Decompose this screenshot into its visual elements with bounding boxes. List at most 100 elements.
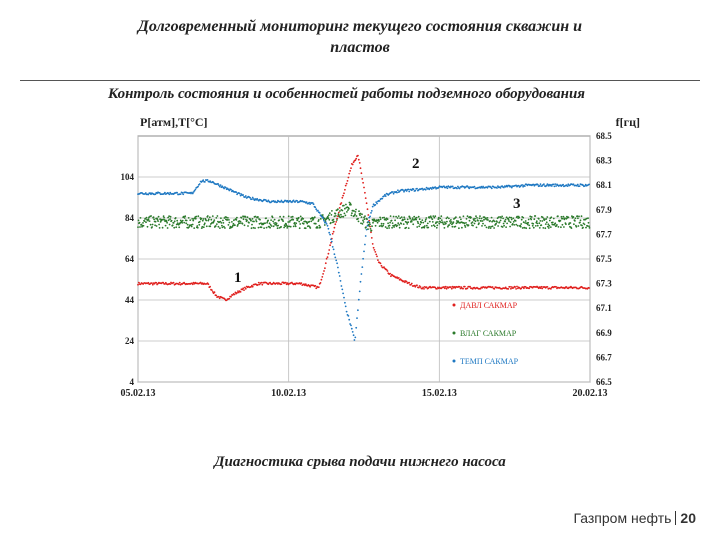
data-point: [506, 222, 508, 225]
data-point: [351, 163, 354, 166]
data-point: [370, 210, 373, 212]
data-point: [384, 193, 386, 196]
data-point: [268, 222, 271, 225]
data-point: [206, 179, 209, 181]
data-point: [244, 287, 247, 290]
y-left-tick-label: 44: [125, 295, 135, 305]
data-point: [348, 172, 351, 175]
monitoring-chart: P[атм],T[°C] f[гц] 4 24 44 64 84 104 66.5 66.7 66.…: [121, 115, 641, 399]
data-point: [466, 215, 469, 218]
data-point: [573, 223, 575, 226]
data-point: [468, 187, 471, 190]
data-point: [502, 222, 505, 225]
data-point: [370, 237, 373, 239]
data-point: [528, 224, 531, 227]
data-point: [364, 197, 367, 199]
data-point: [144, 192, 147, 194]
data-point: [545, 221, 548, 224]
data-point: [198, 183, 201, 185]
data-point: [151, 223, 154, 226]
data-point: [560, 215, 563, 218]
data-point: [436, 287, 438, 290]
data-point: [369, 223, 371, 226]
data-point: [306, 222, 309, 225]
data-point: [250, 219, 252, 222]
data-point: [540, 285, 543, 288]
data-point: [194, 217, 197, 220]
data-point: [213, 291, 216, 294]
data-point: [282, 220, 284, 222]
data-point: [339, 280, 342, 282]
data-point: [286, 225, 289, 228]
data-point: [443, 223, 445, 226]
data-point: [340, 202, 343, 204]
data-point: [507, 288, 510, 290]
data-point: [522, 185, 524, 188]
data-point: [517, 184, 520, 187]
data-point: [350, 214, 353, 217]
data-point: [530, 218, 533, 221]
data-point: [298, 220, 301, 223]
data-point: [438, 222, 441, 225]
data-point: [448, 217, 450, 220]
data-point: [267, 199, 270, 202]
data-point: [286, 199, 289, 202]
data-point: [265, 226, 268, 229]
data-point: [280, 283, 283, 285]
data-point: [486, 217, 489, 219]
data-point: [199, 281, 202, 284]
data-point: [317, 219, 320, 221]
data-point: [525, 227, 528, 230]
data-point: [364, 243, 366, 246]
data-point: [327, 252, 330, 255]
data-point: [200, 217, 203, 220]
data-point: [411, 217, 414, 219]
data-point: [330, 238, 332, 241]
data-point: [423, 226, 426, 229]
data-point: [455, 216, 457, 218]
data-point: [579, 219, 582, 222]
data-point: [365, 228, 368, 231]
data-point: [496, 187, 498, 189]
data-point: [446, 220, 448, 223]
data-point: [510, 186, 513, 189]
data-point: [367, 228, 369, 230]
data-point: [392, 192, 395, 195]
data-point: [554, 183, 557, 185]
data-point: [397, 215, 400, 217]
data-point: [374, 251, 377, 253]
data-point: [191, 223, 194, 226]
data-point: [509, 285, 511, 288]
data-point: [360, 216, 363, 218]
data-point: [300, 282, 303, 284]
data-point: [588, 225, 590, 228]
data-point: [491, 225, 494, 228]
data-point: [399, 217, 402, 220]
data-point: [432, 224, 435, 227]
data-point: [501, 215, 503, 218]
data-point: [257, 226, 260, 229]
data-point: [520, 287, 523, 290]
data-point: [352, 161, 355, 164]
data-point: [440, 219, 443, 221]
data-point: [257, 281, 260, 284]
data-point: [326, 256, 329, 258]
data-point: [338, 214, 340, 217]
slide-caption: Диагностика срыва подачи нижнего насоса: [214, 454, 506, 470]
data-point: [515, 223, 518, 226]
data-point: [294, 225, 297, 228]
data-point: [514, 286, 517, 288]
data-point: [370, 229, 373, 232]
data-point: [176, 191, 178, 194]
data-point: [552, 183, 555, 186]
data-point: [504, 220, 506, 223]
data-point: [304, 283, 307, 286]
data-point: [175, 226, 178, 229]
data-point: [562, 183, 564, 186]
data-point: [446, 216, 449, 219]
data-point: [147, 281, 150, 284]
data-point: [212, 220, 215, 223]
data-point: [354, 159, 357, 162]
data-point: [359, 280, 362, 283]
data-point: [531, 224, 534, 227]
